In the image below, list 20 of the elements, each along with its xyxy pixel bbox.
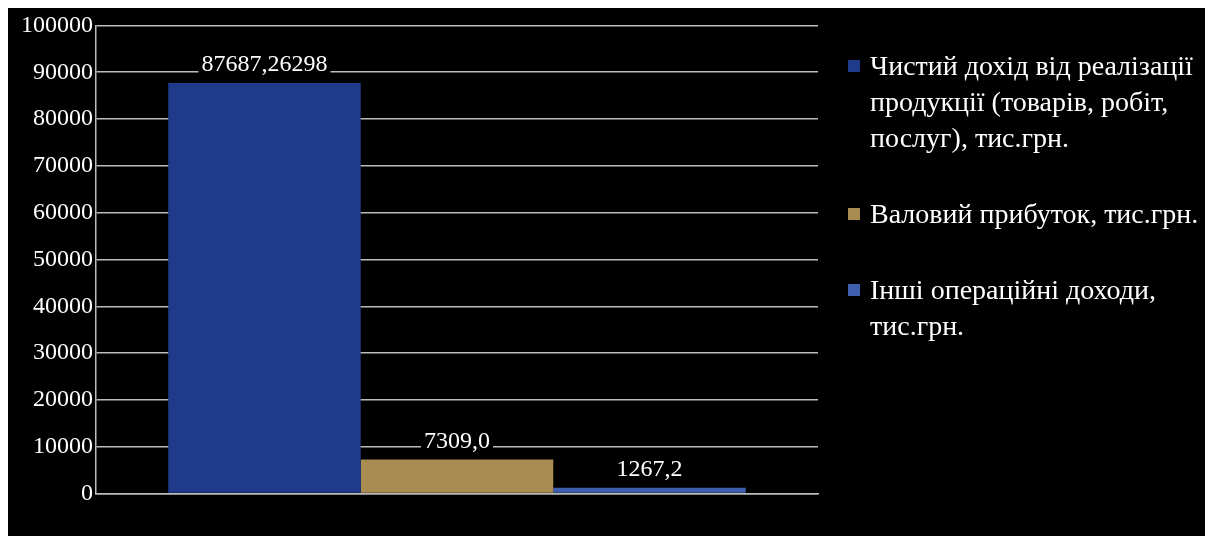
- legend-label: Валовий прибуток, тис.грн.: [870, 197, 1199, 231]
- legend-label: Чистий дохід від реалізації продукції (товарів, робіт, послуг), тис.грн.: [870, 49, 1194, 155]
- data-label: 7309,0: [424, 426, 490, 453]
- y-tick-label: 60000: [33, 197, 93, 224]
- y-tick-label: 40000: [33, 291, 93, 318]
- y-tick-label: 10000: [33, 432, 93, 459]
- y-tick-label: 90000: [33, 57, 93, 84]
- y-tick-label: 100000: [21, 10, 93, 37]
- y-tick-label: 50000: [33, 244, 93, 271]
- y-tick-label: 30000: [33, 338, 93, 365]
- data-label: 1267,2: [616, 454, 683, 481]
- bar: [360, 459, 554, 493]
- y-tick-label: 0: [81, 478, 93, 505]
- y-tick-label: 80000: [33, 104, 93, 131]
- bar: [168, 83, 361, 493]
- bar: [553, 487, 746, 493]
- data-label: 87687,26298: [201, 50, 328, 77]
- legend-label: Інші операційні доходи, тис.грн.: [870, 273, 1157, 343]
- y-tick-label: 70000: [33, 151, 93, 178]
- y-tick-label: 20000: [33, 385, 93, 412]
